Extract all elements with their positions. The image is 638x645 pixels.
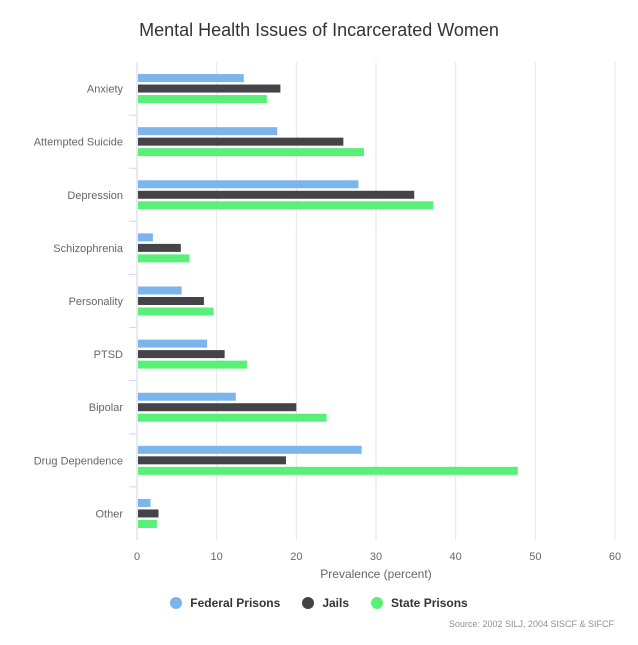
bar-state-prisons-personality[interactable] bbox=[138, 307, 214, 316]
bar-state-prisons-ptsd[interactable] bbox=[138, 360, 247, 369]
bar-federal-prisons-anxiety[interactable] bbox=[138, 74, 244, 83]
bar-state-prisons-anxiety[interactable] bbox=[138, 95, 267, 104]
bar-jails-attempted-suicide[interactable] bbox=[138, 137, 344, 146]
legend-label-federal-prisons: Federal Prisons bbox=[190, 596, 281, 610]
bar-jails-ptsd[interactable] bbox=[138, 350, 225, 359]
y-tick-label-depression: Depression bbox=[67, 190, 123, 202]
legend-marker-state-prisons bbox=[371, 597, 384, 609]
legend: Federal Prisons Jails State Prisons bbox=[0, 596, 638, 610]
bar-state-prisons-depression[interactable] bbox=[138, 201, 434, 210]
x-tick-label-20: 20 bbox=[290, 551, 302, 563]
bars-layer bbox=[138, 74, 518, 528]
x-tick-label-10: 10 bbox=[211, 551, 223, 563]
bar-federal-prisons-depression[interactable] bbox=[138, 180, 359, 189]
bar-federal-prisons-other[interactable] bbox=[138, 498, 151, 507]
y-tick-label-bipolar: Bipolar bbox=[89, 402, 124, 414]
chart-title: Mental Health Issues of Incarcerated Wom… bbox=[139, 20, 499, 40]
y-tick-label-schizophrenia: Schizophrenia bbox=[53, 243, 124, 255]
y-tick-label-other: Other bbox=[95, 508, 123, 520]
bar-state-prisons-schizophrenia[interactable] bbox=[138, 254, 190, 263]
bar-federal-prisons-bipolar[interactable] bbox=[138, 392, 236, 401]
bar-jails-bipolar[interactable] bbox=[138, 403, 297, 412]
bar-jails-drug-dependence[interactable] bbox=[138, 456, 286, 465]
bar-jails-depression[interactable] bbox=[138, 190, 415, 199]
bar-jails-other[interactable] bbox=[138, 509, 159, 518]
legend-marker-jails bbox=[302, 597, 315, 609]
y-tick-label-ptsd: PTSD bbox=[94, 349, 123, 361]
x-tick-label-50: 50 bbox=[529, 551, 541, 563]
bar-state-prisons-other[interactable] bbox=[138, 519, 157, 528]
x-tick-label-40: 40 bbox=[450, 551, 462, 563]
legend-marker-federal-prisons bbox=[170, 597, 183, 609]
x-tick-label-30: 30 bbox=[370, 551, 382, 563]
bar-federal-prisons-attempted-suicide[interactable] bbox=[138, 127, 278, 136]
x-axis-title: Prevalence (percent) bbox=[320, 567, 431, 581]
y-tick-label-drug-dependence: Drug Dependence bbox=[34, 455, 123, 467]
bar-jails-anxiety[interactable] bbox=[138, 84, 281, 93]
legend-item-state-prisons[interactable]: State Prisons bbox=[371, 596, 468, 610]
bar-federal-prisons-ptsd[interactable] bbox=[138, 339, 208, 348]
bar-federal-prisons-personality[interactable] bbox=[138, 286, 182, 295]
bar-federal-prisons-schizophrenia[interactable] bbox=[138, 233, 153, 242]
legend-label-state-prisons: State Prisons bbox=[391, 596, 468, 610]
bar-jails-personality[interactable] bbox=[138, 297, 204, 305]
axis-layer: 0 10 20 30 40 50 60 Anxiety Attempted Suicide Dep… bbox=[34, 62, 621, 563]
x-tick-label-60: 60 bbox=[609, 551, 621, 563]
y-tick-label-anxiety: Anxiety bbox=[87, 84, 124, 96]
bar-federal-prisons-drug-dependence[interactable] bbox=[138, 445, 362, 454]
x-tick-label-0: 0 bbox=[134, 551, 140, 563]
bar-jails-schizophrenia[interactable] bbox=[138, 243, 181, 252]
source-credit: Source: 2002 SILJ, 2004 SISCF & SIFCF bbox=[448, 619, 614, 629]
y-tick-label-attempted-suicide: Attempted Suicide bbox=[34, 137, 123, 149]
bar-state-prisons-attempted-suicide[interactable] bbox=[138, 148, 365, 157]
bar-state-prisons-bipolar[interactable] bbox=[138, 413, 327, 422]
y-tick-label-personality: Personality bbox=[69, 296, 124, 308]
legend-item-federal-prisons[interactable]: Federal Prisons bbox=[170, 596, 280, 610]
legend-label-jails: Jails bbox=[322, 596, 350, 610]
bar-state-prisons-drug-dependence[interactable] bbox=[138, 466, 518, 475]
legend-item-jails[interactable]: Jails bbox=[302, 596, 349, 610]
